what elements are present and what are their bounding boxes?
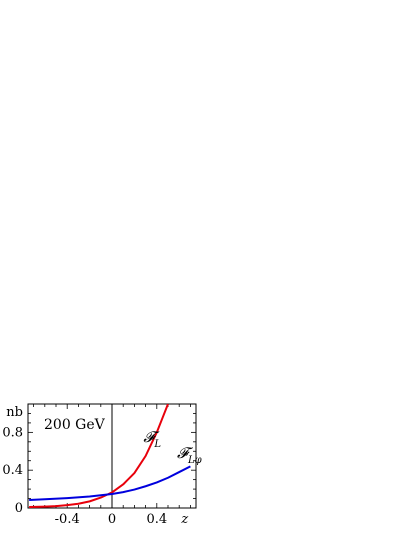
series-line-2 <box>29 465 191 501</box>
series-label-subscript-2: Lφ <box>187 455 202 466</box>
x-tick-label: 0 <box>108 512 116 527</box>
y-axis-label: nb <box>6 405 23 420</box>
y-tick-label: 0.8 <box>2 425 23 440</box>
series-label-subscript-1: L <box>153 439 161 450</box>
x-tick-label: -0.4 <box>55 512 80 527</box>
labels-group: 200 GeV nb z 𝓕 L 𝓕 Lφ <box>6 405 201 527</box>
energy-annotation: 200 GeV <box>44 417 106 433</box>
x-tick-label: 0.4 <box>146 512 167 527</box>
y-tick-label: 0.4 <box>2 463 23 478</box>
series-group <box>29 404 191 508</box>
y-tick-label: 0 <box>15 501 23 516</box>
axis-ticks: -0.4 0 0.4 0 0.4 0.8 <box>2 404 196 527</box>
x-axis-label: z <box>180 512 188 527</box>
